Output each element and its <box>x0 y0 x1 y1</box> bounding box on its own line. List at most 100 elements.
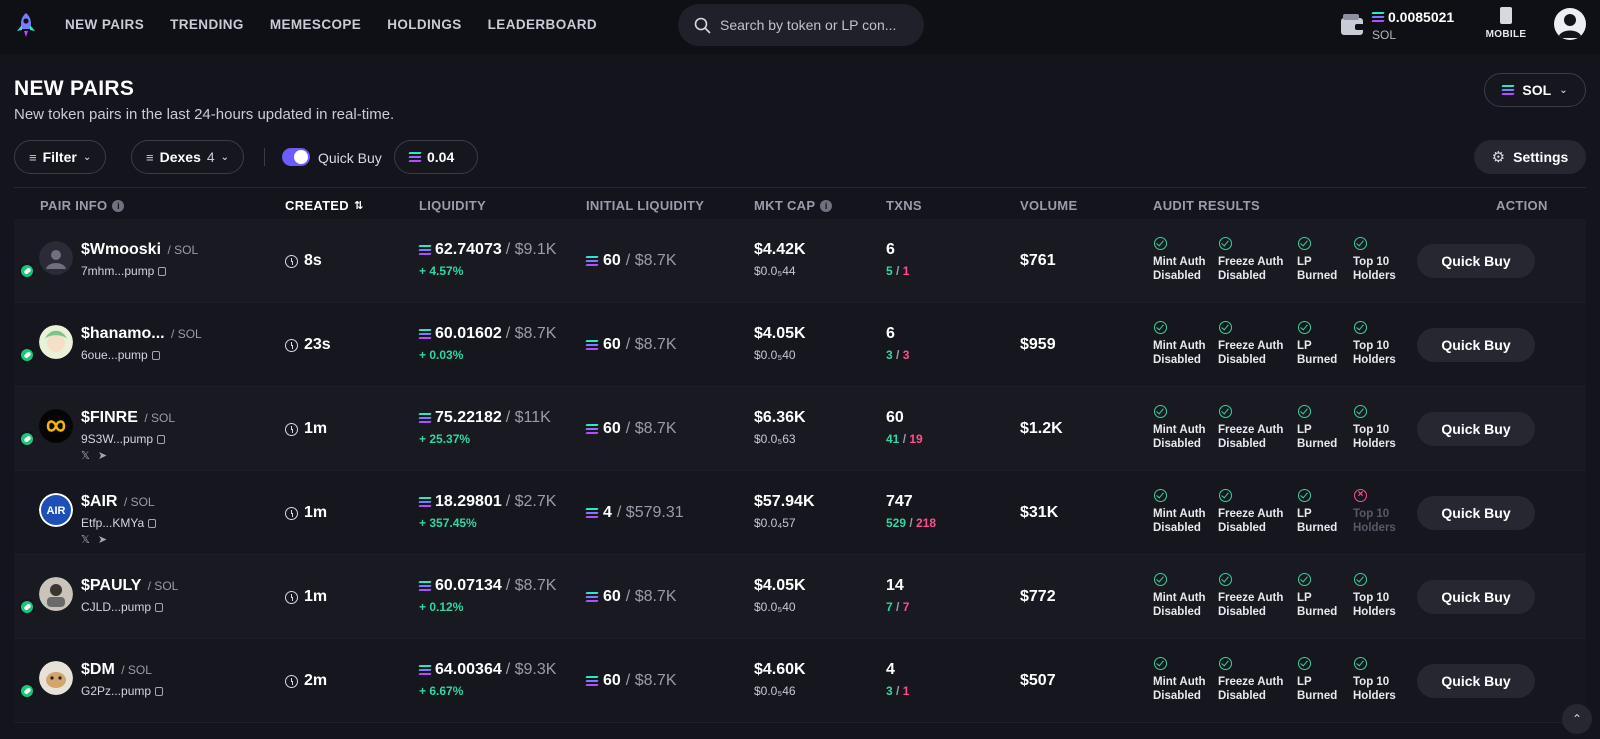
col-mkt-cap[interactable]: MKT CAP i <box>754 198 833 213</box>
table-row[interactable]: $hanamo... / SOL 6oue...pump 23s 60.0160… <box>14 303 1586 387</box>
token-name[interactable]: $FINRE / SOL <box>81 409 175 427</box>
chevron-down-icon: ⌄ <box>1559 84 1568 96</box>
nav-link-memescope[interactable]: MEMESCOPE <box>269 17 362 32</box>
mobile-button[interactable]: MOBILE <box>1480 7 1532 40</box>
scroll-to-top-button[interactable]: ⌃ <box>1562 704 1592 734</box>
token-address[interactable]: G2Pz...pump <box>81 684 164 698</box>
token-name[interactable]: $DM / SOL <box>81 661 152 679</box>
token-price: $0.0₅40 <box>754 600 796 614</box>
liquidity-sol: 75.22182 <box>435 409 502 426</box>
token-avatar[interactable] <box>39 661 73 695</box>
copy-icon[interactable] <box>157 434 166 444</box>
token-name[interactable]: $hanamo... / SOL <box>81 325 202 343</box>
copy-icon[interactable] <box>148 518 157 528</box>
quick-buy-toggle[interactable] <box>282 148 310 166</box>
token-name[interactable]: $AIR / SOL <box>81 493 155 511</box>
rocket-logo-icon[interactable] <box>14 12 38 38</box>
token-address[interactable]: CJLD...pump <box>81 600 164 614</box>
initial-liquidity-sol: 60 <box>603 252 621 269</box>
buy-count: 5 <box>886 264 893 278</box>
nav-link-new-pairs[interactable]: NEW PAIRS <box>65 17 145 32</box>
table-row[interactable]: $PAULY / SOL CJLD...pump 1m 60.07134/ $8… <box>14 555 1586 639</box>
sol-icon <box>585 424 599 434</box>
quick-buy-button[interactable]: Quick Buy <box>1417 664 1535 698</box>
txns-count: 6 <box>886 241 895 258</box>
wallet-balance[interactable]: 0.0085021 SOL <box>1340 9 1470 45</box>
token-chain: / SOL <box>171 327 202 341</box>
copy-icon[interactable] <box>158 266 167 276</box>
liquidity-value: 60.01602/ $8.7K <box>418 325 556 343</box>
pump-pill-icon <box>19 263 35 279</box>
nav-link-holdings[interactable]: HOLDINGS <box>387 17 462 32</box>
table-row[interactable]: $FINRE / SOL 9S3W...pump 𝕏 ➤ 1m 75.22182… <box>14 387 1586 471</box>
col-initial-liquidity[interactable]: INITIAL LIQUIDITY <box>586 198 705 213</box>
table-row[interactable]: $Wmooski / SOL 7mhm...pump 8s 62.74073/ … <box>14 219 1586 303</box>
token-avatar[interactable] <box>39 409 73 443</box>
txns-split: 3 / 3 <box>886 348 910 362</box>
copy-icon[interactable] <box>155 686 164 696</box>
token-avatar[interactable]: AIR <box>39 493 73 527</box>
search-input[interactable] <box>720 17 910 33</box>
quick-buy-button[interactable]: Quick Buy <box>1417 244 1535 278</box>
filter-button[interactable]: ≡ Filter ⌄ <box>14 140 107 174</box>
audit-label: Burned <box>1297 438 1338 450</box>
col-txns[interactable]: TXNS <box>886 198 922 213</box>
nav-link-leaderboard[interactable]: LEADERBOARD <box>487 17 598 32</box>
token-price: $0.0₄57 <box>754 516 796 530</box>
col-volume[interactable]: VOLUME <box>1020 198 1078 213</box>
token-avatar[interactable] <box>39 241 73 275</box>
liquidity-sol: 18.29801 <box>435 493 502 510</box>
check-circle-icon <box>1219 321 1232 334</box>
col-liquidity[interactable]: LIQUIDITY <box>419 198 486 213</box>
token-name[interactable]: $Wmooski / SOL <box>81 241 198 259</box>
sol-icon <box>585 592 599 602</box>
quick-buy-button[interactable]: Quick Buy <box>1417 328 1535 362</box>
table-row[interactable]: $DM / SOL G2Pz...pump 2m 64.00364/ $9.3K… <box>14 639 1586 723</box>
audit-label: LP <box>1297 340 1312 352</box>
token-address[interactable]: 9S3W...pump <box>81 432 166 446</box>
sol-icon <box>418 497 432 507</box>
token-address[interactable]: 7mhm...pump <box>81 264 167 278</box>
nav-link-trending[interactable]: TRENDING <box>170 17 244 32</box>
sell-count: 1 <box>902 684 910 698</box>
sliders-icon: ≡ <box>146 149 154 165</box>
quick-buy-button[interactable]: Quick Buy <box>1417 496 1535 530</box>
telegram-icon[interactable]: ➤ <box>97 450 108 462</box>
token-address[interactable]: 6oue...pump <box>81 348 160 362</box>
token-avatar[interactable] <box>39 577 73 611</box>
sol-icon <box>418 413 432 423</box>
audit-top10-holders: × Top 10 Holders <box>1353 489 1396 535</box>
token-address[interactable]: Etfp...KMYa <box>81 516 157 530</box>
col-created[interactable]: CREATED ⇅ <box>285 198 364 213</box>
audit-label: Top 10 <box>1353 508 1390 520</box>
info-icon[interactable]: i <box>820 199 833 212</box>
settings-button[interactable]: ⚙ Settings <box>1474 140 1586 174</box>
dexes-button[interactable]: ≡ Dexes 4 ⌄ <box>131 140 245 174</box>
token-avatar[interactable] <box>39 325 73 359</box>
liquidity-value: 64.00364/ $9.3K <box>418 661 557 679</box>
user-avatar[interactable] <box>1554 8 1586 40</box>
market-cap: $6.36K <box>754 409 806 426</box>
audit-label: Mint Auth <box>1153 424 1206 436</box>
quick-buy-amount-input[interactable]: 0.04 <box>394 140 478 174</box>
liquidity-usd: / $9.3K <box>505 661 557 678</box>
table-row[interactable]: AIR $AIR / SOL Etfp...KMYa 𝕏 ➤ 1m 18.298… <box>14 471 1586 555</box>
audit-top10-holders: Top 10 Holders <box>1353 405 1396 451</box>
token-address-text: CJLD...pump <box>81 600 152 614</box>
telegram-icon[interactable]: ➤ <box>97 534 108 546</box>
info-icon[interactable]: i <box>112 199 125 212</box>
token-name[interactable]: $PAULY / SOL <box>81 577 178 595</box>
copy-icon[interactable] <box>155 602 164 612</box>
copy-icon[interactable] <box>151 350 160 360</box>
quick-buy-button[interactable]: Quick Buy <box>1417 580 1535 614</box>
x-twitter-icon[interactable]: 𝕏 <box>81 534 90 546</box>
chain-select[interactable]: SOL ⌄ <box>1484 73 1586 107</box>
mobile-phone-icon <box>1500 7 1512 24</box>
token-symbol: $FINRE <box>81 409 138 426</box>
check-circle-icon <box>1298 573 1311 586</box>
col-mkt-cap-label: MKT CAP <box>754 198 816 213</box>
search-bar[interactable] <box>678 4 924 46</box>
x-twitter-icon[interactable]: 𝕏 <box>81 450 90 462</box>
audit-label: Freeze Auth <box>1218 508 1284 520</box>
quick-buy-button[interactable]: Quick Buy <box>1417 412 1535 446</box>
